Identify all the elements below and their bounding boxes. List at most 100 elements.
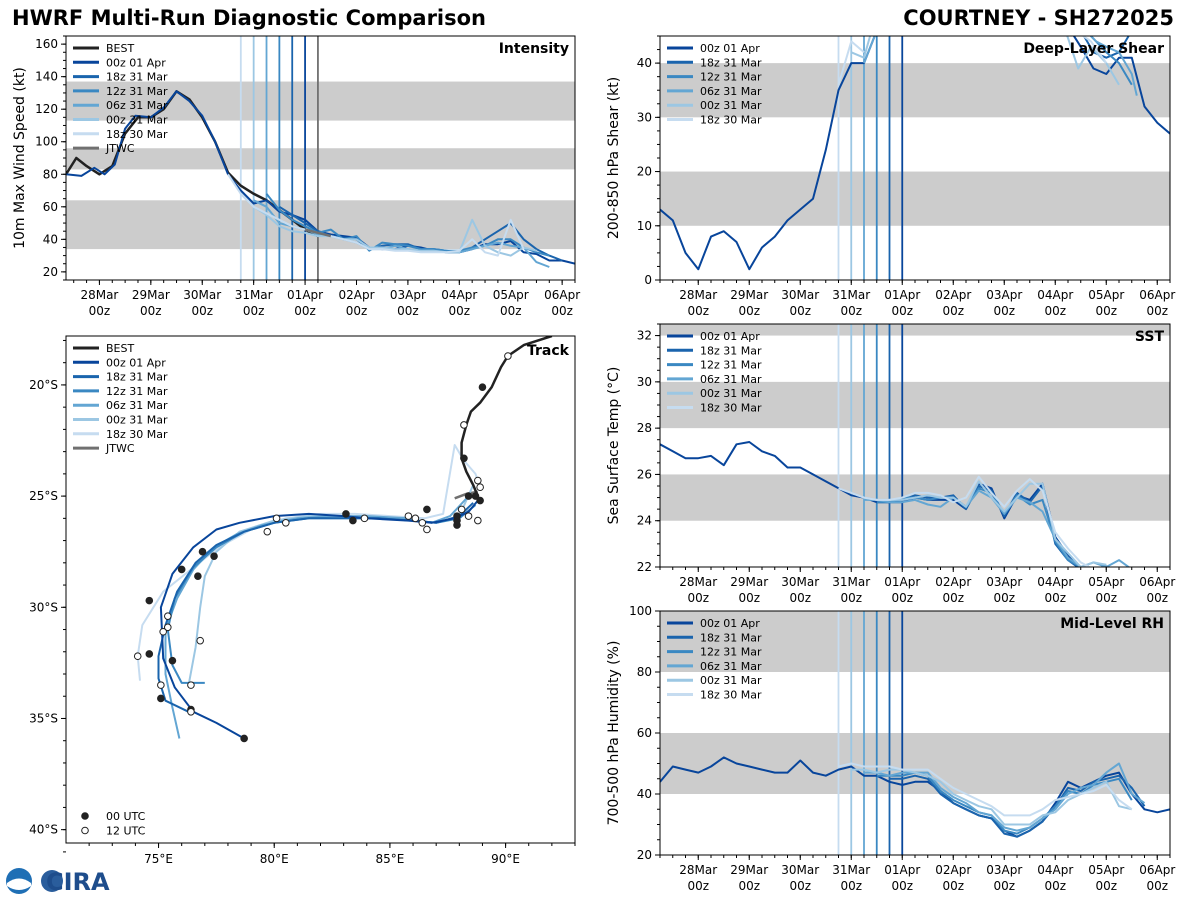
figure-title: HWRF Multi-Run Diagnostic Comparison	[12, 6, 487, 30]
track-marker-00utc	[453, 512, 461, 520]
legend-label: 18z 30 Mar	[700, 402, 762, 415]
storm-id-title: COURTNEY - SH272025	[903, 6, 1174, 30]
track-line-00z-01-apr	[159, 499, 479, 740]
y-tick-label: 140	[35, 70, 58, 84]
series-line-12z-31-mar	[1089, 36, 1133, 86]
x-tick-sublabel: 00z	[500, 304, 522, 318]
y-tick-label: 40°S	[29, 823, 58, 837]
track-marker-12utc	[411, 514, 420, 523]
x-tick-sublabel: 00z	[346, 304, 368, 318]
track-marker-00utc	[240, 734, 248, 743]
x-tick-sublabel: 00z	[294, 304, 316, 318]
legend-label: 00z 31 Mar	[700, 99, 762, 112]
plot-frame	[659, 323, 1171, 568]
legend-label: 12z 31 Mar	[106, 85, 168, 98]
panel-title: SST	[1135, 329, 1165, 345]
y-axis-label: 700-500 hPa Humidity (%)	[606, 641, 622, 826]
y-tick-label: 20	[637, 848, 652, 862]
track-marker-00utc	[349, 516, 357, 525]
x-tick-sublabel: 00z	[687, 591, 709, 605]
series-line-18z-30-mar-late	[1081, 36, 1108, 64]
plot-frame	[65, 335, 576, 844]
y-tick-label: 80	[637, 665, 652, 679]
x-tick-label: 31Mar	[832, 575, 870, 589]
marker-legend-open	[81, 826, 89, 835]
track-line-18z-31-mar	[157, 502, 474, 713]
x-tick-sublabel: 00z	[243, 304, 265, 318]
legend-label: 00z 01 Apr	[106, 356, 166, 369]
x-tick-label: 30Mar	[781, 288, 819, 302]
x-tick-label: 03Apr	[986, 863, 1022, 877]
legend-label: 12z 31 Mar	[106, 385, 168, 398]
track-marker-12utc	[263, 527, 272, 536]
y-tick-label: 26	[637, 467, 652, 481]
x-tick-label: 01Apr	[884, 863, 920, 877]
track-marker-12utc	[476, 483, 484, 492]
track-marker-00utc	[453, 516, 461, 525]
y-tick-label: 24	[637, 514, 652, 528]
x-tick-sublabel: 00z	[140, 304, 162, 318]
x-tick-sublabel: 00z	[1146, 591, 1168, 605]
x-tick-label: 29Mar	[730, 575, 768, 589]
x-tick-label: 28Mar	[679, 288, 717, 302]
series-line-18z-31-mar	[278, 205, 563, 262]
legend-label: BEST	[106, 42, 134, 55]
series-line-00z-31-mar-late	[1066, 36, 1120, 86]
track-marker-00utc	[464, 492, 473, 500]
x-tick-sublabel: 00z	[1044, 879, 1066, 893]
x-tick-label: 06Apr	[1139, 288, 1175, 302]
x-tick-label: 01Apr	[884, 288, 920, 302]
y-tick-label: 20	[43, 265, 58, 279]
x-tick-sublabel: 00z	[1146, 304, 1168, 318]
track-marker-00utc	[157, 694, 165, 703]
plot-frame	[659, 35, 1171, 281]
shade-band	[660, 611, 1170, 672]
x-tick-label: 28Mar	[679, 575, 717, 589]
series-line-06z-31-mar	[864, 489, 1131, 567]
x-tick-label: 06Apr	[1139, 863, 1175, 877]
track-line-06z-31-mar	[164, 495, 470, 739]
series-line-06z-31-mar	[864, 762, 1146, 832]
series-line-06z-31-mar	[253, 199, 550, 268]
x-tick-label: 06Apr	[544, 288, 580, 302]
x-tick-label: 05Apr	[493, 288, 529, 302]
series-line-jtwc	[304, 228, 332, 238]
x-tick-sublabel: 00z	[687, 879, 709, 893]
legend-label: 00z 01 Apr	[700, 42, 760, 55]
track-line-best	[460, 336, 553, 501]
legend-label: 00z 31 Mar	[106, 114, 168, 127]
shade-band	[66, 81, 575, 121]
panel-title: Track	[527, 343, 570, 359]
x-tick-sublabel: 00z	[1044, 591, 1066, 605]
series-line-18z-31-mar	[889, 774, 1146, 838]
x-tick-label: 03Apr	[390, 288, 426, 302]
series-line-00z-01-apr	[66, 90, 575, 265]
y-tick-label: 0	[644, 273, 652, 287]
track-marker-00utc	[478, 383, 487, 391]
series-line-18z-31-mar	[1082, 36, 1130, 59]
x-tick-sublabel: 00z	[789, 879, 811, 893]
legend-label: 18z 31 Mar	[700, 631, 762, 644]
series-line-18z-30-mar	[227, 173, 525, 257]
shade-band	[66, 148, 575, 170]
track-marker-00utc	[453, 521, 461, 529]
legend-label: 18z 30 Mar	[106, 428, 168, 441]
track-marker-00utc	[471, 492, 480, 500]
track-marker-12utc	[187, 681, 195, 689]
marker-legend-label: 12 UTC	[106, 825, 146, 838]
series-line-06z-31-mar-late	[1089, 36, 1138, 96]
track-lines	[133, 336, 553, 743]
track-marker-00utc	[476, 496, 484, 505]
x-tick-sublabel: 00z	[191, 304, 213, 318]
noaa-wave-icon	[7, 878, 31, 890]
shade-band	[660, 733, 1170, 794]
y-tick-label: 28	[637, 421, 652, 435]
x-tick-sublabel: 00z	[993, 591, 1015, 605]
x-tick-sublabel: 00z	[993, 304, 1015, 318]
marker-legend-filled	[81, 812, 89, 820]
track-line-jtwc	[454, 490, 479, 500]
x-tick-label: 05Apr	[1088, 575, 1124, 589]
track-marker-12utc	[159, 627, 167, 636]
